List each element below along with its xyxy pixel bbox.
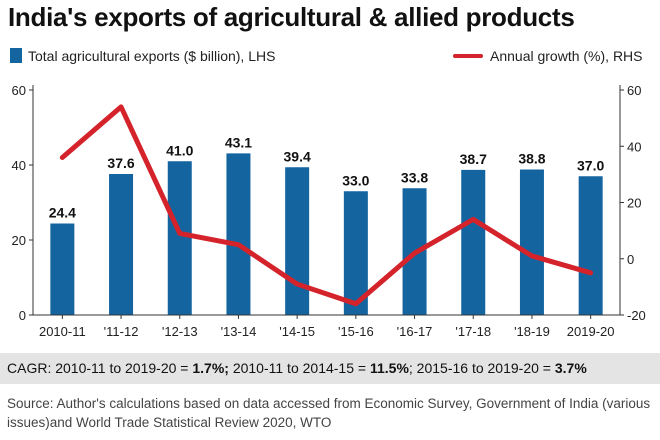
bar-'18-19 <box>519 169 544 315</box>
cagr-value1: 1.7%; <box>192 360 229 376</box>
left-tick-label: 60 <box>12 83 26 98</box>
bar-2019-20 <box>578 176 603 315</box>
bar-value-label: 37.6 <box>107 155 134 171</box>
bar-series: 24.4 37.6 41.0 43.1 39.4 33.0 33.8 38.7 38.8 37.0 <box>49 134 604 315</box>
left-tick-label: 0 <box>19 308 26 323</box>
x-tick-label: '16-17 <box>397 324 433 339</box>
source-note: Source: Author's calculations based on d… <box>7 396 651 430</box>
x-tick-label: 2010-11 <box>39 324 86 339</box>
bar-'11-12 <box>109 174 134 315</box>
x-tick-label: '13-14 <box>221 324 257 339</box>
bar-value-label: 38.7 <box>460 151 487 167</box>
x-tick-label: '18-19 <box>514 324 550 339</box>
cagr-value2: 11.5% <box>369 360 409 376</box>
cagr-note: CAGR: 2010-11 to 2019-20 = 1.7%; 2010-11… <box>0 353 660 384</box>
right-tick-label: 20 <box>627 196 641 211</box>
bar-'17-18 <box>461 169 486 315</box>
axes: 0 20 40 60 -20 0 20 40 60 2010-11 '11-12 '12-13 '13-… <box>12 83 646 339</box>
right-tick-label: 40 <box>627 139 641 154</box>
chart-title: India's exports of agricultural & allied… <box>8 2 575 32</box>
x-tick-label: '12-13 <box>162 324 198 339</box>
cagr-part3: ; 2015-16 to 2019-20 = <box>408 360 555 376</box>
legend-line-label: Annual growth (%), RHS <box>490 48 643 64</box>
growth-line-series <box>59 104 594 307</box>
x-tick-label: '14-15 <box>279 324 315 339</box>
right-tick-label: 60 <box>627 83 641 98</box>
bar-value-label: 38.8 <box>518 151 545 167</box>
x-tick-label: '11-12 <box>104 324 139 339</box>
right-tick-label: 0 <box>627 252 634 267</box>
legend-bar-swatch <box>10 48 22 63</box>
bar-'12-13 <box>167 161 192 315</box>
x-tick-label: '17-18 <box>455 324 491 339</box>
right-tick-label: -20 <box>627 308 646 323</box>
bar-value-label: 33.8 <box>401 169 428 185</box>
bar-value-label: 41.0 <box>166 142 193 158</box>
chart-area: 24.4 37.6 41.0 43.1 39.4 33.0 33.8 38.7 38.8 37.0… <box>12 83 646 339</box>
cagr-part2: 2010-11 to 2014-15 = <box>228 360 370 376</box>
bar-value-label: 33.0 <box>342 172 369 188</box>
cagr-value3: 3.7% <box>554 360 587 376</box>
x-tick-label: '15-16 <box>338 324 374 339</box>
bar-value-label: 39.4 <box>284 148 311 164</box>
bar-value-label: 43.1 <box>225 134 252 150</box>
legend: Total agricultural exports ($ billion), … <box>0 44 660 68</box>
cagr-part1: CAGR: 2010-11 to 2019-20 = <box>7 360 193 376</box>
bar-value-label: 24.4 <box>49 205 76 221</box>
x-tick-label: 2019-20 <box>567 324 615 339</box>
bar-'14-15 <box>285 167 310 315</box>
growth-line <box>59 104 594 307</box>
bar-value-label: 37.0 <box>577 157 604 173</box>
left-tick-label: 20 <box>12 233 26 248</box>
legend-line-swatch <box>453 54 483 58</box>
legend-bar-label: Total agricultural exports ($ billion), … <box>28 48 276 64</box>
bar-'13-14 <box>226 153 251 315</box>
left-tick-label: 40 <box>12 158 26 173</box>
bar-2010-11 <box>50 223 75 315</box>
